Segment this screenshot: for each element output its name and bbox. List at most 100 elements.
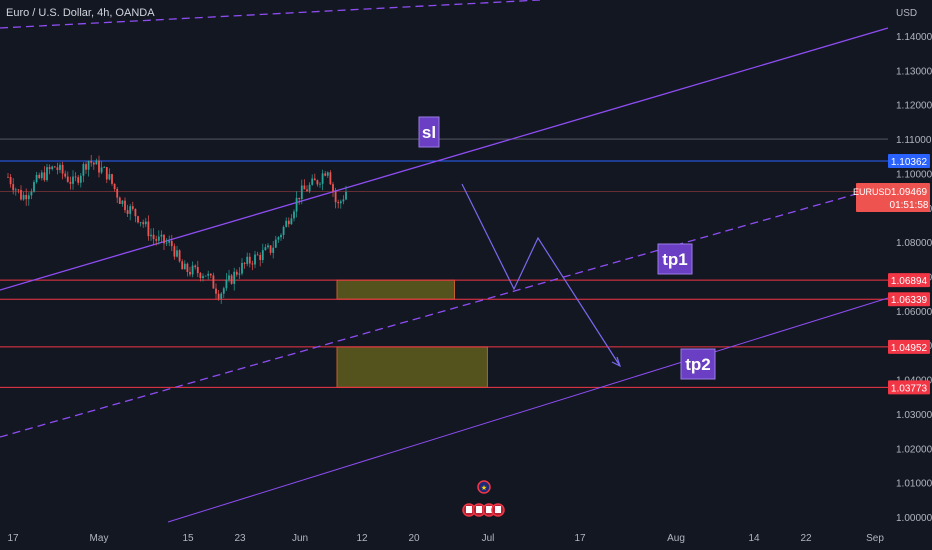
time-tick: 14	[748, 533, 760, 544]
candle-body	[22, 195, 25, 200]
candle-body	[108, 174, 111, 180]
time-axis[interactable]: 17 May 15 23 Jun 12 20 Jul 17 Aug 14 22 Sep	[7, 533, 884, 544]
candle-body	[35, 174, 38, 183]
candle-body	[321, 173, 324, 184]
time-tick: 12	[356, 533, 368, 544]
candle-body	[191, 265, 194, 275]
eu-event-icon	[477, 480, 491, 494]
symbol-title: Euro / U.S. Dollar, 4h, OANDA	[6, 7, 155, 19]
label-sl-box	[418, 116, 440, 148]
time-tick: 17	[7, 533, 19, 544]
label-sl[interactable]: sl	[418, 116, 440, 148]
zone-tp1	[336, 279, 455, 300]
candle-body	[124, 200, 126, 211]
tp1-upper-tag: 1.06894	[891, 276, 928, 287]
candle-body	[243, 262, 246, 264]
us-flag-stripe-icon	[495, 506, 501, 513]
candles	[7, 155, 347, 304]
candle-body	[69, 181, 72, 184]
target-zones	[336, 279, 488, 388]
candle-body	[176, 250, 178, 257]
candle-body	[137, 216, 139, 223]
candle-body	[324, 173, 327, 176]
candle-body	[293, 211, 295, 219]
time-tick: Jun	[292, 533, 308, 544]
candle-body	[212, 275, 215, 289]
price-tick: 1.11000	[896, 135, 932, 146]
candle-body	[27, 195, 30, 200]
eu-stars-icon: ★	[481, 484, 487, 492]
candle-body	[178, 250, 181, 262]
candle-body	[111, 174, 113, 184]
candle-body	[95, 160, 98, 165]
candle-body	[147, 221, 150, 237]
candle-body	[337, 202, 340, 204]
candle-body	[142, 222, 145, 225]
time-tick: Jul	[482, 533, 495, 544]
price-tick: 1.03000	[896, 410, 932, 421]
candle-body	[7, 176, 9, 178]
candle-body	[308, 184, 311, 192]
us-flag-stripe-icon	[486, 506, 492, 513]
economic-events[interactable]: ★	[462, 480, 505, 517]
price-tick: 1.12000	[896, 101, 932, 112]
candle-body	[139, 222, 142, 224]
candle-body	[272, 247, 275, 253]
candle-body	[199, 273, 202, 279]
candle-body	[64, 173, 67, 177]
candle-body	[98, 160, 100, 173]
candle-body	[77, 177, 80, 183]
candle-body	[17, 189, 20, 191]
candle-body	[38, 174, 41, 179]
label-sl-text: sl	[422, 123, 436, 142]
candle-body	[222, 288, 225, 294]
us-flag-stripe-icon	[476, 506, 482, 513]
price-tick: 1.13000	[896, 66, 932, 77]
candle-body	[233, 271, 236, 284]
candle-body	[74, 176, 77, 178]
candle-body	[334, 191, 337, 203]
label-boxes[interactable]: sl tp1 tp2	[418, 116, 716, 380]
candle-body	[9, 176, 12, 185]
label-tp1[interactable]: tp1	[657, 243, 693, 275]
candle-body	[92, 162, 95, 165]
candle-body	[152, 234, 155, 240]
candle-body	[326, 172, 329, 176]
candle-body	[82, 164, 85, 176]
time-tick: 20	[408, 533, 420, 544]
candle-body	[72, 176, 74, 184]
candle-body	[332, 184, 334, 192]
candle-body	[56, 167, 59, 170]
channel-mid-dashed-line	[0, 184, 889, 438]
label-tp1-box	[657, 243, 693, 275]
candle-body	[90, 161, 93, 163]
candle-body	[61, 164, 64, 174]
candle-body	[20, 189, 22, 200]
candle-body	[53, 166, 56, 168]
candle-body	[235, 271, 238, 275]
candle-body	[329, 172, 332, 185]
candle-body	[196, 267, 199, 274]
tp1-lower-tag: 1.06339	[891, 295, 928, 306]
candle-body	[181, 261, 184, 270]
candle-body	[155, 239, 158, 241]
candle-body	[207, 273, 210, 276]
candle-body	[261, 250, 264, 260]
candle-body	[220, 293, 223, 299]
candle-body	[157, 236, 160, 241]
time-tick: May	[90, 533, 109, 544]
tp2-lower-tag-bg	[888, 380, 930, 395]
price-axis[interactable]: USD 1.14000 1.13000 1.12000 1.11000 1.10000 1.…	[896, 8, 932, 524]
candle-body	[290, 218, 293, 225]
candle-body	[306, 189, 308, 192]
candle-body	[280, 234, 282, 238]
candle-body	[66, 176, 69, 182]
candle-body	[103, 167, 106, 168]
candle-body	[163, 234, 165, 244]
label-tp2[interactable]: tp2	[680, 348, 716, 380]
candle-body	[186, 263, 189, 272]
candle-body	[230, 275, 233, 284]
price-tick: 1.10000	[896, 169, 932, 180]
candle-body	[303, 185, 306, 190]
